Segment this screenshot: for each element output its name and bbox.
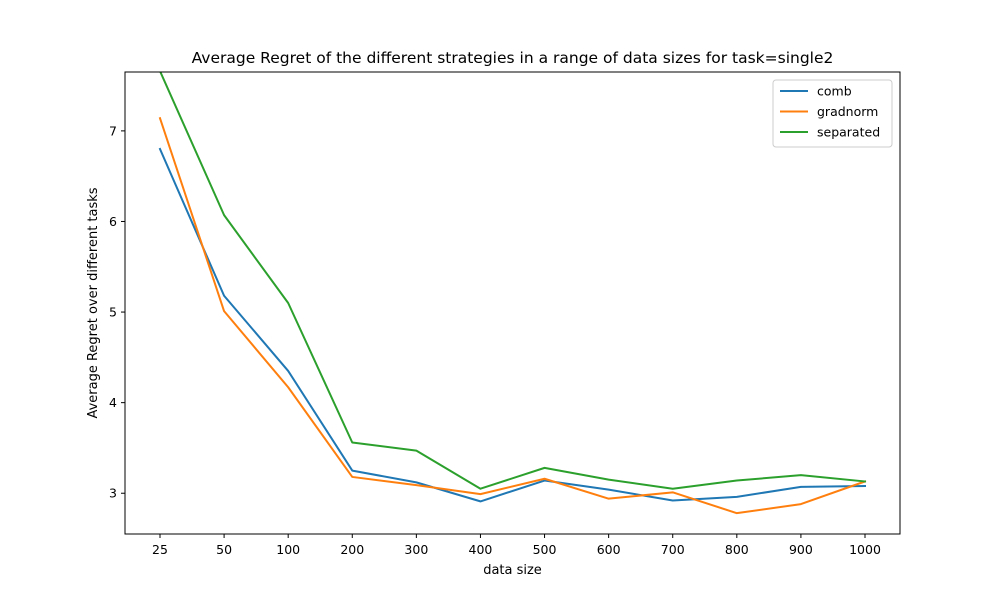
legend-label-separated: separated [817, 125, 880, 140]
x-tick-label: 800 [725, 542, 749, 557]
y-tick-label: 5 [109, 305, 117, 320]
series-line-separated [159, 72, 867, 490]
legend-frame [772, 79, 893, 148]
chart-title: Average Regret of the different strategi… [192, 49, 834, 67]
y-tick-label: 6 [109, 214, 117, 229]
legend: comb gradnorm separated [772, 79, 893, 148]
x-tick-label: 300 [404, 542, 428, 557]
x-tick-label: 50 [216, 542, 232, 557]
x-tick-label: 900 [789, 542, 813, 557]
plot-frame [124, 71, 901, 535]
x-axis: 25 50 100 200 300 400 500 600 700 800 900 1000 [152, 534, 881, 557]
y-tick-label: 3 [109, 486, 117, 501]
x-tick-label: 500 [533, 542, 557, 557]
y-tick-label: 7 [109, 123, 117, 138]
y-tick-label: 4 [109, 395, 117, 410]
legend-label-comb: comb [817, 84, 852, 99]
x-tick-label: 25 [152, 542, 168, 557]
series-lines [158, 72, 867, 515]
y-axis-label: Average Regret over different tasks [86, 187, 101, 418]
x-tick-label: 400 [469, 542, 493, 557]
series-line-gradnorm [158, 116, 867, 515]
x-tick-label: 600 [597, 542, 621, 557]
series-line-comb [158, 147, 867, 503]
x-tick-label: 200 [340, 542, 364, 557]
x-tick-label: 700 [661, 542, 685, 557]
y-axis: 3 4 5 6 7 [109, 123, 125, 501]
x-axis-label: data size [483, 563, 542, 578]
x-tick-label: 100 [276, 542, 300, 557]
legend-label-gradnorm: gradnorm [817, 104, 878, 119]
x-tick-label: 1000 [849, 542, 881, 557]
